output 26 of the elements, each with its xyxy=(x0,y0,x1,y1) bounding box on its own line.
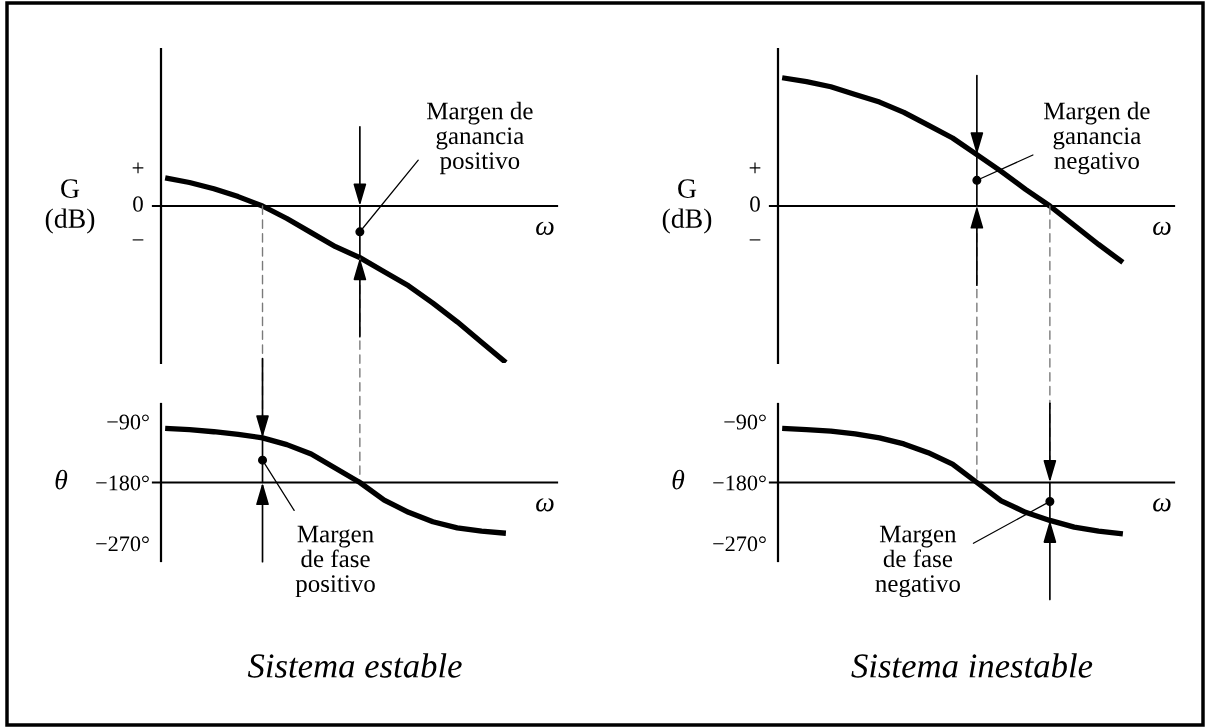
text: Margen de ganancia positivo xyxy=(427,101,533,175)
text: − xyxy=(132,239,144,241)
y-axis-title: θ xyxy=(55,469,68,490)
y-axis-title: G (dB) xyxy=(45,179,95,234)
text: Sistema inestable xyxy=(851,653,1093,678)
y-tick-label: −270° xyxy=(96,536,149,552)
text: + xyxy=(749,162,761,174)
y-tick-label: −90° xyxy=(724,414,766,430)
annotation: Margen de fase positivo xyxy=(295,525,375,598)
x-axis-title: ω xyxy=(536,498,554,512)
y-tick-label: −90° xyxy=(107,414,149,430)
annotation: Margen de fase negativo xyxy=(875,525,960,598)
x-axis-title: ω xyxy=(1153,221,1171,235)
y-axis-title: θ xyxy=(672,469,685,490)
text: − xyxy=(749,239,761,241)
text: 0 xyxy=(750,196,760,212)
annotation: Margen de ganancia negativo xyxy=(1044,101,1150,175)
y-tick-label: −180° xyxy=(96,475,149,491)
text: 0 xyxy=(133,196,143,212)
x-axis-title: ω xyxy=(536,221,554,235)
text: Sistema estable xyxy=(247,653,462,678)
text: + xyxy=(132,162,144,174)
y-tick-label: −180° xyxy=(713,475,766,491)
x-axis-title: ω xyxy=(1153,498,1171,512)
y-axis-title: G (dB) xyxy=(662,179,712,234)
y-tick-label: −270° xyxy=(713,536,766,552)
